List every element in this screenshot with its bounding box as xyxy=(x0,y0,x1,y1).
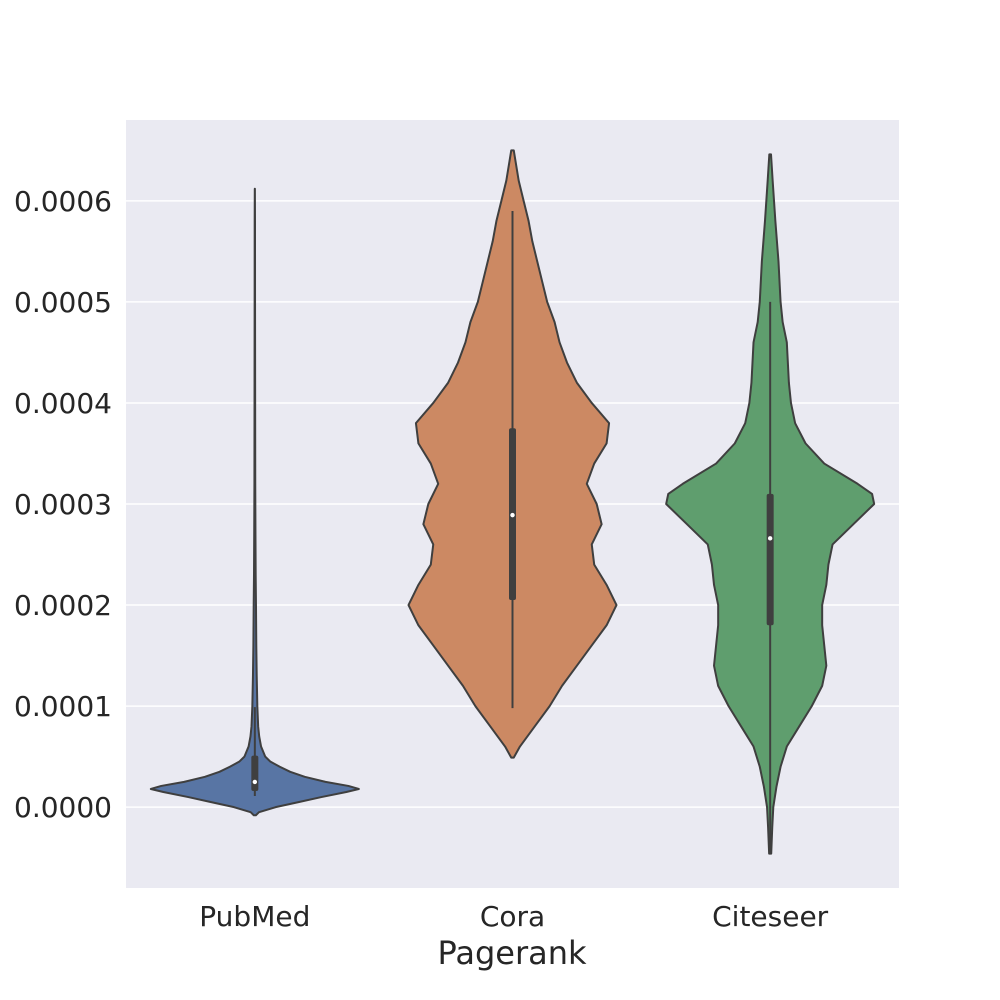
y-tick-label: 0.0002 xyxy=(14,589,112,622)
y-tick-label: 0.0003 xyxy=(14,488,112,521)
y-tick-label: 0.0005 xyxy=(14,286,112,319)
x-tick-label: Cora xyxy=(480,900,545,933)
median-marker-citeseer xyxy=(767,536,773,541)
iqr-box-pubmed xyxy=(251,755,259,791)
x-tick-label: PubMed xyxy=(199,900,310,933)
y-tick-label: 0.0000 xyxy=(14,791,112,824)
violin-pubmed xyxy=(149,187,360,817)
y-tick-label: 0.0001 xyxy=(14,690,112,723)
y-tick-label: 0.0004 xyxy=(14,387,112,420)
x-axis-label: Pagerank xyxy=(437,934,587,972)
y-tick-label: 0.0006 xyxy=(14,185,112,218)
median-marker-pubmed xyxy=(252,779,258,785)
violins xyxy=(149,149,876,855)
y-tick-labels: 0.0000 0.0001 0.0002 0.0003 0.0004 0.0005 0.00… xyxy=(14,185,112,824)
x-tick-labels: PubMed Cora Citeseer xyxy=(199,900,828,933)
x-tick-label: Citeseer xyxy=(712,900,829,933)
median-marker-cora xyxy=(510,512,515,518)
iqr-box-citeseer xyxy=(766,493,774,626)
